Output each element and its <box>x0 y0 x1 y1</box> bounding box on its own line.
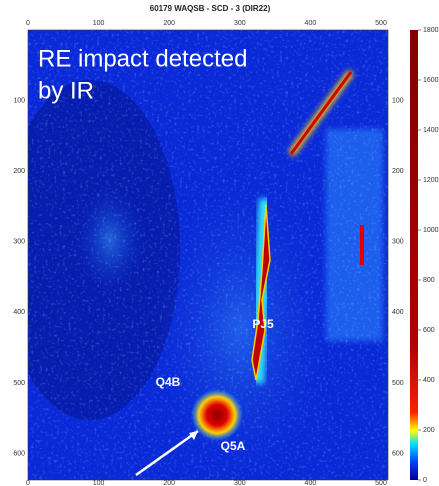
colorbar-tick-label: 800 <box>423 277 435 284</box>
right-tick-label: 100 <box>392 97 404 104</box>
bottom-tick-label: 300 <box>234 480 246 486</box>
headline: by IR <box>38 77 94 104</box>
hotspot <box>191 389 243 441</box>
right-tick-label: 300 <box>392 239 404 246</box>
top-tick-label: 300 <box>234 20 246 27</box>
left-tick-label: 100 <box>13 97 25 104</box>
colorbar-tick-label: 200 <box>423 427 435 434</box>
colorbar-tick-label: 1800 <box>423 27 439 34</box>
top-tick-label: 100 <box>93 20 105 27</box>
colorbar-tick-label: 1400 <box>423 127 439 134</box>
right-tick-label: 500 <box>392 380 404 387</box>
colorbar-tick-label: 400 <box>423 377 435 384</box>
left-tick-label: 600 <box>13 450 25 457</box>
top-tick-label: 400 <box>305 20 317 27</box>
ir-figure: 60179 WAQSB - SCD - 3 (DIR22) RE impact … <box>0 0 439 486</box>
label: Q5A <box>221 439 246 453</box>
ir-image: RE impact detected by IR PJ5 Q4B Q5A <box>0 30 388 480</box>
left-tick-label: 300 <box>13 239 25 246</box>
top-tick-label: 500 <box>375 20 387 27</box>
right-tick-label: 400 <box>392 309 404 316</box>
title: 60179 WAQSB - SCD - 3 (DIR22) <box>150 4 271 13</box>
colorbar-tick-label: 1600 <box>423 77 439 84</box>
colorbar-tick-label: 1000 <box>423 227 439 234</box>
bottom-tick-label: 100 <box>93 480 105 486</box>
colorbar-tick-label: 1200 <box>423 177 439 184</box>
bottom-tick-label: 0 <box>26 480 30 486</box>
right-tick-label: 600 <box>392 450 404 457</box>
right-tick-label: 200 <box>392 168 404 175</box>
left-tick-label: 500 <box>13 380 25 387</box>
bottom-tick-label: 500 <box>375 480 387 486</box>
label: Q4B <box>156 375 181 389</box>
top-tick-label: 0 <box>26 20 30 27</box>
colorbar-tick-label: 0 <box>423 477 427 484</box>
bottom-tick-label: 200 <box>163 480 175 486</box>
headline: RE impact detected <box>38 45 247 72</box>
left-tick-label: 200 <box>13 168 25 175</box>
bottom-tick-label: 400 <box>305 480 317 486</box>
colorbar-tick-label: 600 <box>423 327 435 334</box>
colorbar <box>410 30 418 480</box>
top-tick-label: 200 <box>163 20 175 27</box>
label: PJ5 <box>252 317 274 331</box>
left-tick-label: 400 <box>13 309 25 316</box>
